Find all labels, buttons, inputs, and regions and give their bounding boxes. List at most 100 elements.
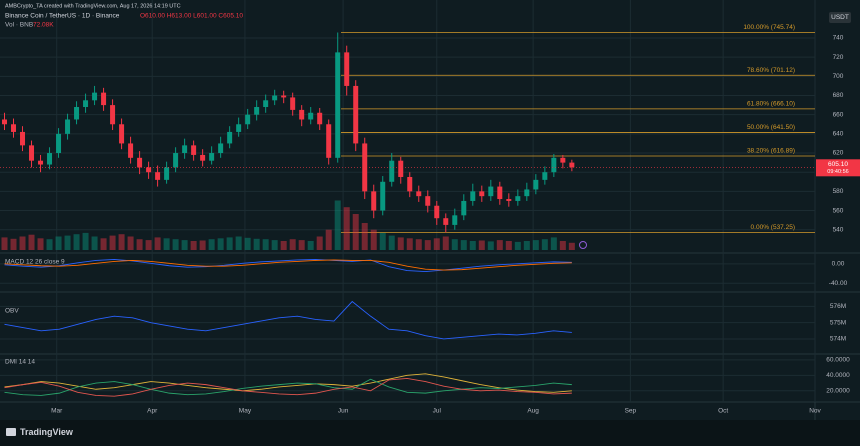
- volume-bar: [379, 232, 386, 250]
- y-tick-label: 0.00: [832, 261, 845, 268]
- volume-bar: [316, 236, 323, 250]
- candle-body: [398, 160, 404, 177]
- y-tick-label: 660: [833, 111, 844, 118]
- volume-bar: [253, 238, 260, 250]
- currency-box: [829, 12, 851, 23]
- y-tick-label: 575M: [830, 319, 846, 326]
- y-tick-label: 700: [833, 73, 844, 80]
- logo: TradingView: [6, 427, 74, 437]
- volume-bar: [46, 239, 53, 250]
- candle-body: [344, 52, 350, 86]
- y-tick-label: -40.00: [829, 280, 848, 287]
- candle-body: [29, 145, 35, 161]
- volume-bar: [10, 238, 17, 250]
- logo-text: TradingView: [20, 427, 74, 437]
- x-tick-label: Apr: [147, 408, 158, 415]
- candle-body: [146, 167, 152, 173]
- volume-bar: [235, 236, 242, 250]
- candle-body: [506, 199, 512, 201]
- x-tick-label: Mar: [51, 408, 63, 415]
- y-tick-label: 576M: [830, 303, 846, 310]
- candle-body: [263, 100, 269, 108]
- candle-body: [254, 107, 260, 115]
- y-tick-label: 580: [833, 188, 844, 195]
- candle-body: [551, 157, 557, 173]
- volume-bar: [415, 239, 422, 250]
- fib-label: 0.00% (537.25): [751, 224, 795, 231]
- candle-body: [227, 131, 233, 144]
- volume-bar: [532, 240, 539, 250]
- candle-body: [11, 124, 17, 132]
- volume-bar: [469, 241, 476, 250]
- candle-body: [479, 191, 485, 197]
- candle-body: [92, 92, 98, 101]
- candle-body: [2, 119, 8, 125]
- volume-bar: [442, 236, 449, 250]
- x-tick-label: Aug: [527, 408, 539, 415]
- volume-bar: [541, 239, 548, 250]
- y-tick-label: 560: [833, 207, 844, 214]
- volume-bar: [388, 235, 395, 250]
- fib-label: 100.00% (745.74): [743, 24, 795, 31]
- volume-bar: [199, 240, 206, 250]
- volume-bar: [127, 236, 134, 250]
- y-tick-label: 640: [833, 131, 844, 138]
- candle-body: [155, 172, 161, 180]
- candle-body: [335, 52, 341, 158]
- volume-bar: [208, 239, 215, 250]
- volume-bar: [307, 241, 314, 250]
- candle-body: [407, 176, 413, 192]
- x-tick-label: May: [239, 408, 252, 415]
- candle-body: [191, 145, 197, 155]
- candle-body: [137, 157, 143, 168]
- y-tick-label: 680: [833, 92, 844, 99]
- volume-bar: [100, 238, 107, 250]
- alert-icon[interactable]: [579, 241, 587, 249]
- last-price-box: [816, 159, 860, 177]
- volume-bar: [73, 234, 80, 250]
- volume-bar: [550, 237, 557, 250]
- candle-body: [56, 133, 62, 154]
- volume-bar: [19, 236, 26, 250]
- volume-bar: [55, 236, 62, 250]
- indicator-line: [4, 259, 572, 271]
- candle-body: [425, 196, 431, 206]
- dmi-title: DMI 14 14: [5, 359, 35, 366]
- y-tick-label: 720: [833, 54, 844, 61]
- candle-body: [218, 143, 224, 154]
- volume-bar: [289, 239, 296, 250]
- fib-label: 38.20% (616.89): [747, 148, 795, 155]
- candle-body: [542, 172, 548, 180]
- indicator-line: [4, 258, 572, 273]
- volume-legend: 72.08K: [33, 22, 54, 29]
- header-text: AMBCrypto_TA created with TradingView.co…: [5, 3, 181, 9]
- y-tick-label: 60.0000: [826, 357, 850, 364]
- candle-body: [182, 145, 188, 154]
- countdown: 09:40:56: [827, 169, 848, 175]
- x-tick-label: Jun: [338, 408, 349, 415]
- volume-bar: [559, 241, 566, 250]
- candle-body: [353, 85, 359, 144]
- volume-bar: [325, 229, 332, 250]
- macd-title: MACD 12 26 close 9: [5, 259, 65, 266]
- volume-bar: [154, 237, 161, 250]
- candle-body: [209, 153, 215, 161]
- candle-body: [290, 97, 296, 110]
- fib-label: 50.00% (641.50): [747, 124, 795, 131]
- symbol-title: Binance Coin / TetherUS · 1D · Binance: [5, 13, 120, 20]
- candle-body: [47, 153, 53, 165]
- volume-bar: [280, 241, 287, 250]
- x-tick-label: Sep: [625, 408, 637, 415]
- volume-bar: [82, 232, 89, 250]
- y-tick-label: 620: [833, 150, 844, 157]
- last-price-label: 605.10: [828, 161, 848, 168]
- currency: USDT: [831, 14, 849, 21]
- indicator-line: [4, 373, 572, 393]
- volume-bar: [244, 237, 251, 250]
- y-tick-label: 20.0000: [826, 388, 850, 395]
- candle-body: [389, 160, 395, 182]
- volume-bar: [28, 234, 35, 250]
